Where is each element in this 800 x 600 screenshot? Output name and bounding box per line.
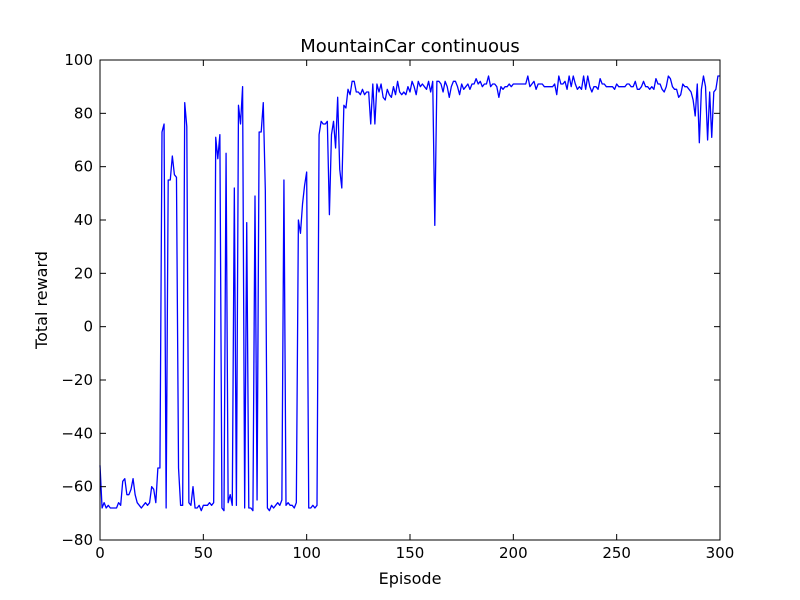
y-tick-label: −80 [61, 531, 93, 549]
x-tick-label: 200 [499, 544, 528, 562]
x-axis-label: Episode [379, 569, 442, 588]
x-tick-label: 0 [95, 544, 105, 562]
x-tick-label: 50 [194, 544, 213, 562]
y-tick-label: 80 [74, 104, 93, 122]
y-tick-label: −20 [61, 371, 93, 389]
series-line-0 [99, 75, 720, 512]
y-tick-label: −60 [61, 478, 93, 496]
tick-layer: 0 50 100 150 200 250 300 −80 −60 −40 −20 0 20 40 60 80 1… [61, 51, 734, 562]
x-tick-label: 100 [292, 544, 321, 562]
y-tick-label: 40 [74, 211, 93, 229]
chart-title: MountainCar continuous [300, 36, 520, 57]
y-tick-label: 0 [83, 318, 93, 336]
x-tick-label: 250 [602, 544, 631, 562]
y-axis-label: Total reward [32, 251, 51, 350]
y-tick-label: 60 [74, 158, 93, 176]
x-tick-label: 150 [396, 544, 425, 562]
y-tick-label: 20 [74, 264, 93, 282]
y-tick-label: 100 [64, 51, 93, 69]
x-tick-label: 300 [706, 544, 735, 562]
plot-layer [99, 75, 720, 512]
y-tick-label: −40 [61, 424, 93, 442]
